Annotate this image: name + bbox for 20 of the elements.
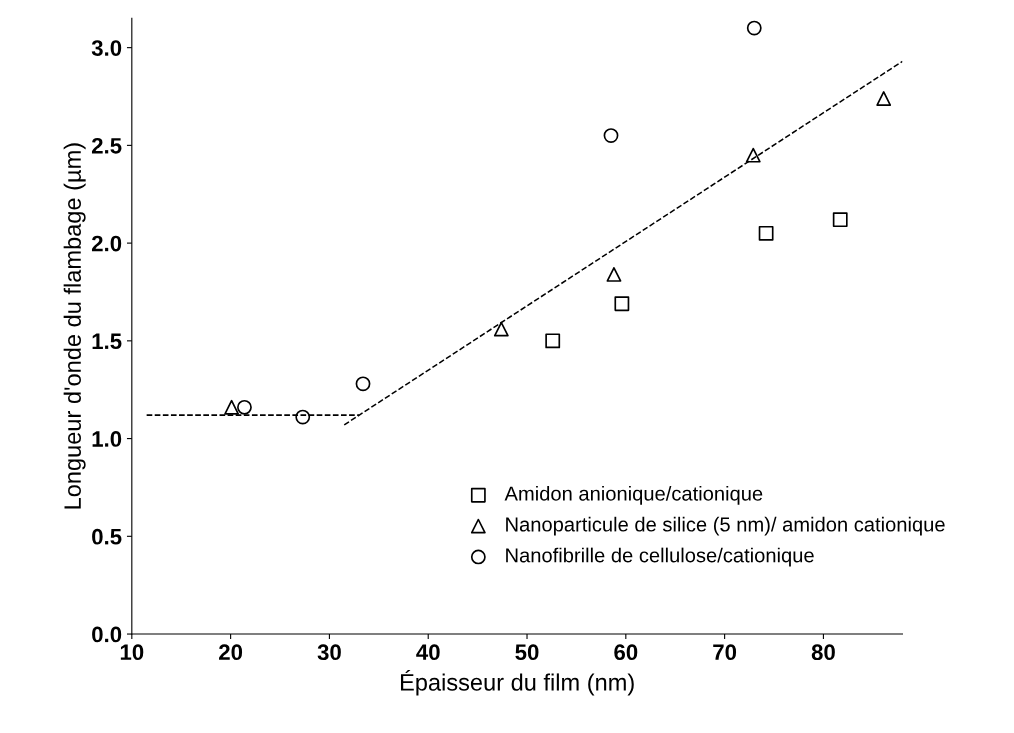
x-tick-label: 30 (317, 644, 341, 661)
x-tick-label: 50 (515, 644, 539, 661)
y-tick-label: 0.5 (92, 528, 122, 545)
y-tick-label: 0.0 (92, 626, 122, 643)
x-tick-label: 20 (219, 644, 243, 661)
x-tick-label: 80 (811, 644, 835, 661)
x-tick-label: 60 (614, 644, 638, 661)
x-tick-label: 70 (713, 644, 737, 661)
y-tick-label: 3.0 (91, 40, 122, 56)
y-tick-label: 2.5 (91, 137, 122, 154)
y-tick-label: 2.0 (91, 235, 122, 252)
y-tick-label: 1.0 (92, 431, 122, 447)
x-axis-title: Épaisseur du film (nm) (400, 670, 634, 696)
y-tick-label: 1.5 (92, 333, 122, 350)
x-tick-label: 10 (120, 644, 144, 661)
x-tick-label: 40 (416, 644, 440, 661)
legend-label: Nanoparticule de silice (5 nm)/ amidon cationique (506, 516, 945, 536)
legend-label: Nanofibrille de cellulose/cationique (506, 547, 814, 567)
y-axis-title: Longueur d'onde du flambage (µm) (63, 143, 86, 509)
legend-label: Amidon anionique/cationique (504, 485, 763, 505)
